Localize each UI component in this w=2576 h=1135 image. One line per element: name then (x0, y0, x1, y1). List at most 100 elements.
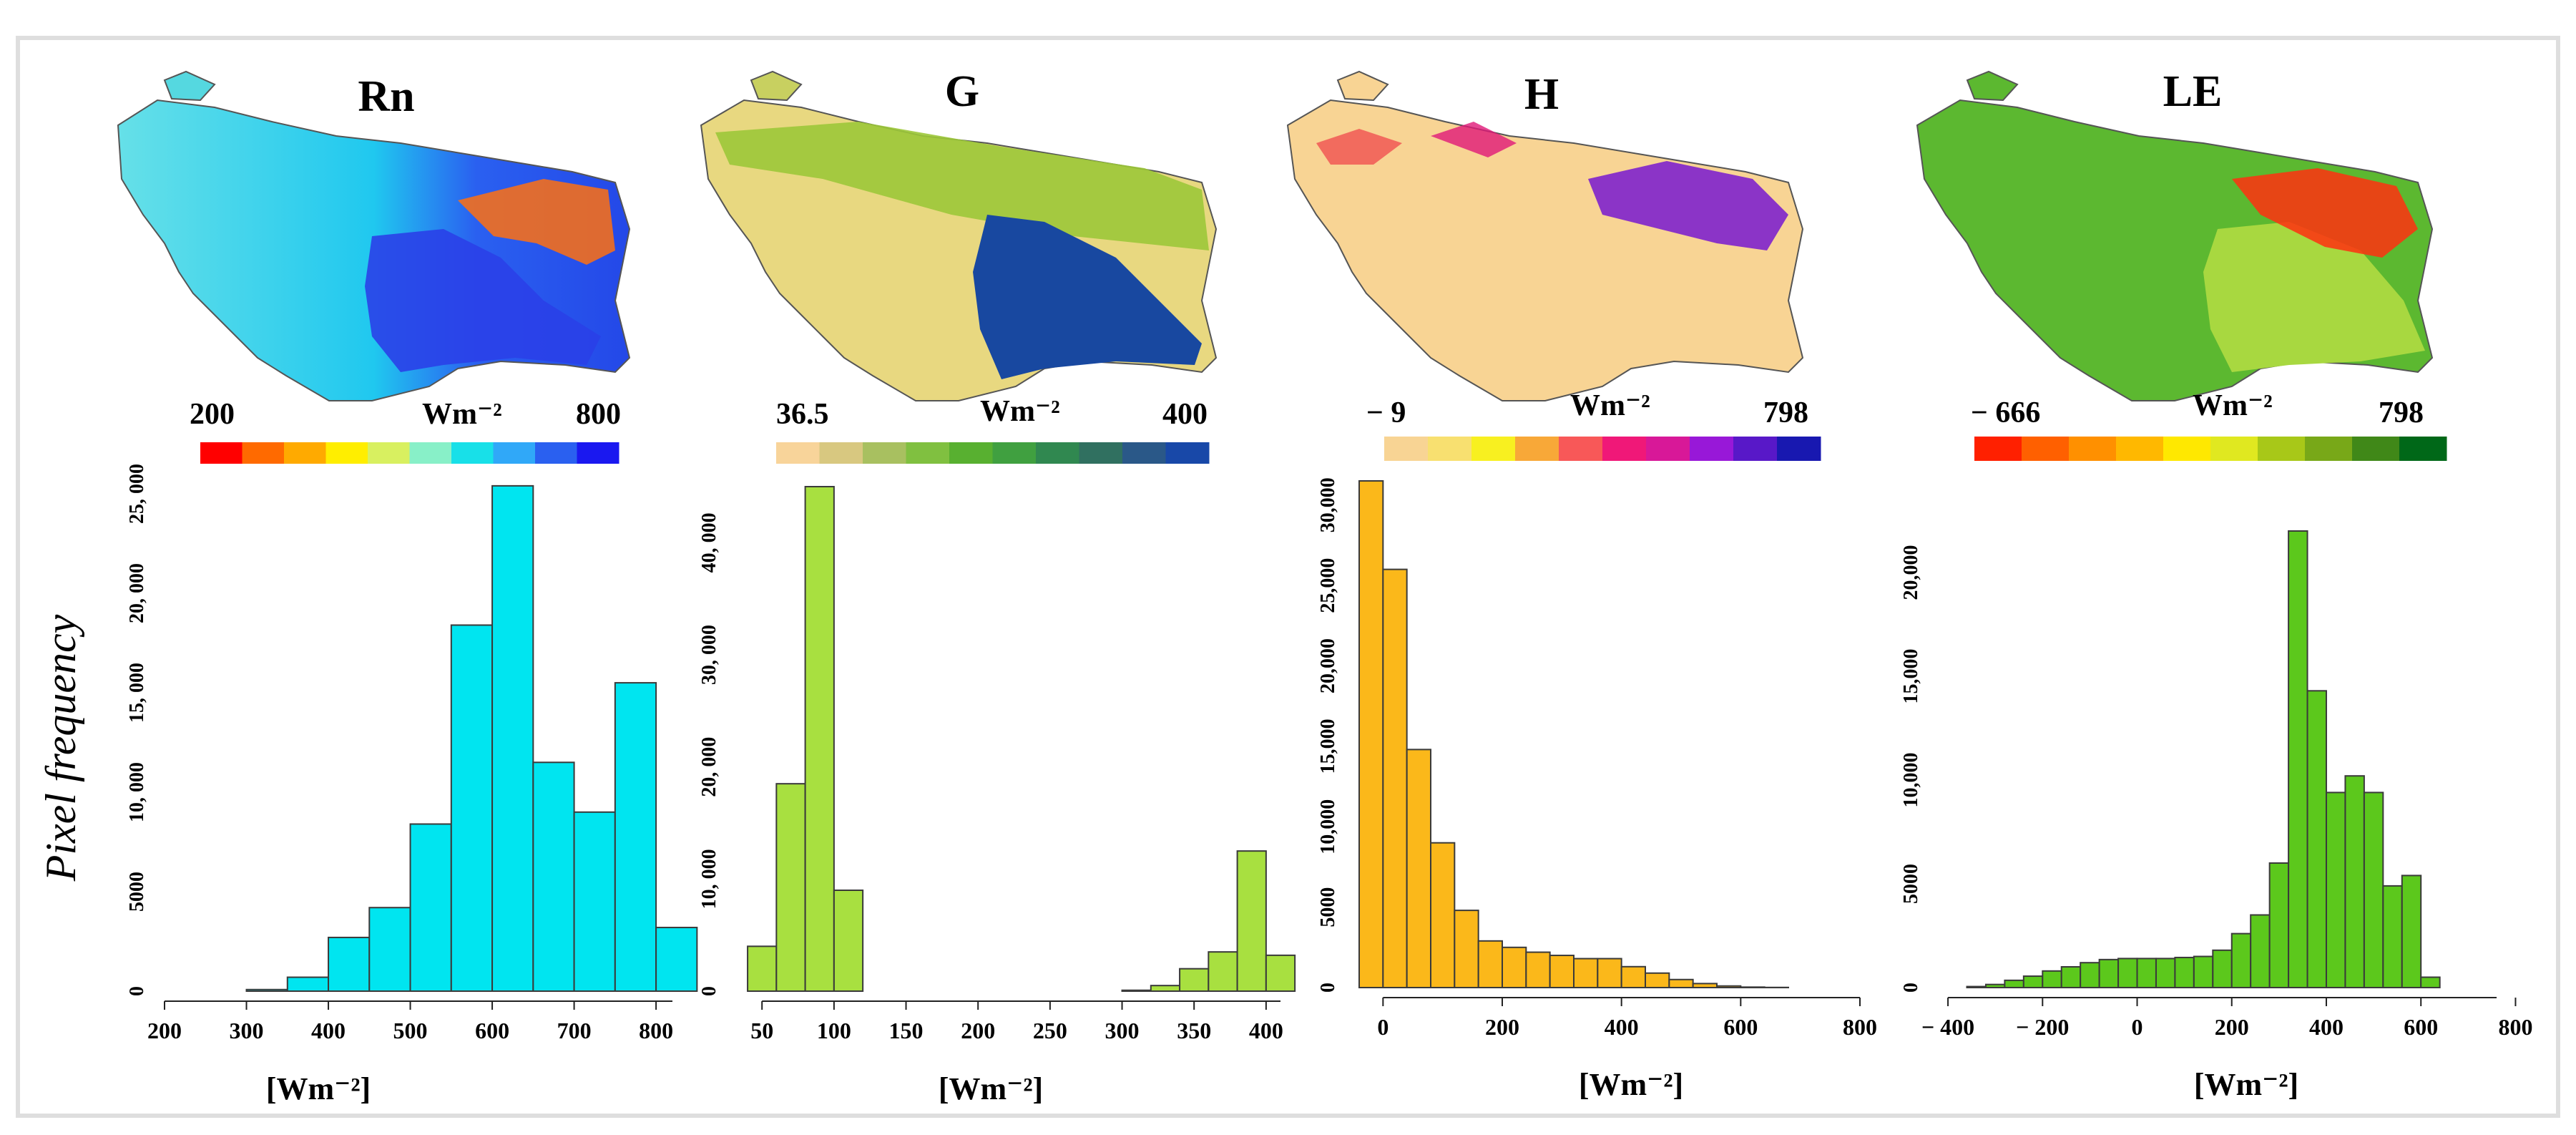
colorbar-swatch (2258, 437, 2306, 461)
histogram-bar (2174, 956, 2195, 988)
histogram-bar (1573, 958, 1599, 988)
panel-title-rn: Rn (358, 72, 414, 121)
histogram-bar (532, 761, 575, 993)
x-tick-label: 600 (475, 1018, 509, 1043)
colorbar-swatch (776, 442, 820, 464)
panel-title-h: H (1524, 70, 1559, 119)
histogram-bar (1668, 978, 1694, 989)
colorbar-swatch (1646, 437, 1690, 461)
histogram-bar (1121, 989, 1152, 993)
colorbar-swatch (2163, 437, 2211, 461)
colorbar-swatch (1036, 442, 1079, 464)
histogram-bar (1236, 850, 1267, 992)
colorbar-swatch (1384, 437, 1429, 461)
x-tick-label: 100 (817, 1018, 851, 1043)
histogram-bar (775, 783, 806, 992)
x-axis-label-g: [Wm⁻²] (939, 1071, 1043, 1106)
y-tick-label: 5000 (1317, 887, 1339, 927)
histogram-bar (1966, 985, 1987, 989)
x-axis-label-le: [Wm⁻²] (2194, 1067, 2298, 1102)
x-tick-label: 300 (1105, 1018, 1140, 1043)
colorbar-swatch (1602, 437, 1647, 461)
colorbar-min-h: − 9 (1366, 396, 1406, 429)
histogram-bar (2401, 875, 2422, 989)
colorbar-swatch (1515, 437, 1559, 461)
histogram-bar (1740, 986, 1766, 988)
x-tick-label: 200 (961, 1018, 995, 1043)
x-tick-label: 0 (1377, 1014, 1389, 1040)
histogram-bar (2363, 791, 2384, 989)
colorbar-swatch (1690, 437, 1734, 461)
y-tick-label: 0 (126, 986, 148, 996)
histogram-bar (655, 927, 698, 993)
colorbar-unit-g: Wm⁻² (980, 395, 1060, 428)
colorbar-swatch (1165, 442, 1210, 464)
x-tick-label: 400 (1605, 1014, 1639, 1040)
y-tick-label: 25, 000 (126, 464, 148, 524)
y-tick-label: 10,000 (1317, 799, 1339, 854)
histogram-g: 50 100 150 200 250 300 350 400 0 10, 000 20, 000 30… (698, 486, 1296, 1043)
x-tick-label: 400 (311, 1018, 346, 1043)
histogram-bar (804, 486, 835, 992)
y-tick-label: 30,000 (1317, 477, 1339, 532)
colorbar-swatch (1428, 437, 1472, 461)
colorbar-swatch (2116, 437, 2164, 461)
colorbar-swatch (2022, 437, 2070, 461)
histogram-bar (368, 907, 411, 992)
y-tick-label: 20,000 (1900, 545, 1922, 600)
colorbar-max-le: 798 (2379, 396, 2424, 429)
map-le (1916, 70, 2434, 401)
colorbar-swatch (863, 442, 906, 464)
colorbar-swatch (1777, 437, 1821, 461)
histogram-bar (2042, 970, 2062, 989)
histogram-bar (2117, 958, 2138, 989)
histogram-bar (2344, 775, 2365, 988)
histogram-bar (1477, 940, 1504, 989)
colorbar-swatch (535, 442, 577, 464)
histogram-bar (2098, 958, 2120, 988)
histogram-le: − 400 − 200 0 200 400 600 800 0 5000 10,000 15,000… (1900, 530, 2532, 1040)
colorbar-swatch (1974, 437, 2022, 461)
x-tick-label: 800 (1843, 1014, 1877, 1040)
y-axis-label: Pixel frequency (37, 614, 84, 882)
x-tick-label: 700 (557, 1018, 592, 1043)
y-tick-label: 40, 000 (698, 512, 720, 573)
x-tick-label: − 200 (2016, 1014, 2069, 1040)
colorbar-unit-rn: Wm⁻² (422, 398, 502, 431)
histogram-bar (2288, 530, 2308, 988)
colorbar-swatch (200, 442, 243, 464)
y-tick-label: 15, 000 (126, 663, 148, 723)
map-h (1286, 70, 1804, 401)
y-tick-label: 15,000 (1317, 718, 1339, 774)
histogram-bar (2230, 932, 2252, 988)
colorbar-swatch (1079, 442, 1123, 464)
x-tick-label: 0 (2132, 1014, 2143, 1040)
colorbar-swatch (2399, 437, 2447, 461)
colorbar-swatch (2210, 437, 2258, 461)
y-tick-label: 5000 (1900, 864, 1922, 904)
colorbar-rn (200, 442, 619, 464)
histogram-bar (1645, 972, 1670, 989)
x-tick-label: 400 (1249, 1018, 1283, 1043)
colorbar-h (1384, 437, 1821, 461)
histogram-bar (1382, 568, 1408, 988)
histogram-bar (1406, 749, 1431, 989)
x-tick-label: 800 (2498, 1014, 2532, 1040)
y-tick-label: 0 (1317, 983, 1339, 993)
y-tick-label: 0 (698, 986, 720, 996)
x-tick-label: 200 (2215, 1014, 2249, 1040)
x-tick-label: 600 (2404, 1014, 2438, 1040)
colorbar-unit-h: Wm⁻² (1570, 389, 1650, 422)
x-tick-label: 300 (230, 1018, 264, 1043)
colorbar-swatch (1733, 437, 1778, 461)
histogram-bar (1150, 985, 1181, 992)
y-tick-label: 20,000 (1317, 638, 1339, 693)
histogram-bar (2325, 791, 2346, 989)
colorbar-swatch (1471, 437, 1516, 461)
histogram-bar (409, 823, 452, 992)
colorbar-min-le: − 666 (1971, 396, 2040, 429)
histogram-bar (1454, 910, 1479, 988)
panel-title-le: LE (2163, 67, 2223, 116)
colorbar-swatch (451, 442, 494, 464)
